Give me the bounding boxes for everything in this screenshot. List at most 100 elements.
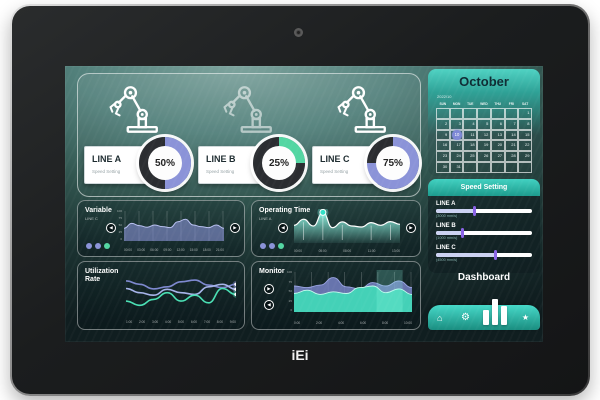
star-icon[interactable]: ★ [521,313,529,322]
operating-time-area-chart [294,209,400,243]
calendar-day[interactable]: 1 [518,108,532,119]
x-tick-label: 00:00 [124,248,132,252]
slider-group-line-a: LINE A (3000 mm/s) [436,201,532,218]
calendar-day [463,161,478,173]
line-a-card[interactable]: LINE A Speed Setting 50% [83,137,191,189]
x-axis-ticks: 0:00 2:00 4:00 6:00 8:00 10:00 [294,321,412,325]
line-b-gauge: 25% [252,137,305,189]
line-a-sublabel: Speed Setting [91,169,121,174]
calendar-day [449,108,464,119]
slider-thumb[interactable] [494,249,498,260]
y-tick-label: 100 [116,209,122,213]
slider-group-line-c: LINE C (4500 mm/s) [436,245,532,262]
next-arrow-button[interactable]: ▶ [406,223,416,233]
x-axis-ticks: 00:00 05:00 08:00 11:00 13:00 [294,249,400,253]
x-tick-label: 8:00 [216,320,223,324]
y-tick-label: 100 [286,270,292,274]
home-icon[interactable]: ⌂ [437,312,443,323]
calendar-day[interactable]: 16 [436,140,450,152]
variable-panel: Variable LINE C ◀ ▶ 100 75 50 25 0 00:00 03:0… [77,200,245,257]
prev-arrow-button[interactable]: ◀ [278,223,288,233]
slider-thumb[interactable] [461,227,465,238]
calendar-day[interactable]: 7 [504,118,519,130]
x-tick-label: 1:00 [126,320,133,324]
x-tick-label: 4:00 [164,320,172,324]
calendar-day[interactable]: 29 [518,151,532,162]
calendar-day[interactable]: 28 [504,151,519,162]
x-tick-label: 6:00 [190,320,198,324]
calendar-day[interactable]: 18 [463,140,478,152]
calendar-day[interactable]: 6 [490,118,505,130]
calendar-day[interactable]: 23 [436,151,450,162]
x-tick-label: 12:00 [176,248,185,252]
dot[interactable] [269,243,275,249]
calendar-day[interactable]: 30 [436,161,450,173]
calendar-day[interactable]: 12 [477,129,491,141]
calendar-day[interactable]: 31 [449,161,464,173]
calendar-day[interactable]: 8 [518,118,532,130]
dot[interactable] [95,243,101,249]
pagination-dots[interactable] [260,243,284,249]
line-a-gauge: 50% [138,137,191,189]
x-tick-label: 05:00 [318,249,327,253]
calendar-grid: 1 2 3 4 5 6 7 8 9 10 11 12 13 14 15 16 17 18 19 20 21 22 23 24 2… [436,108,532,173]
calendar-day [518,161,532,173]
bar-chart-icon[interactable] [478,287,512,325]
calendar-day[interactable]: 21 [504,140,519,152]
line-c-label: LINE C [319,154,350,164]
selected-day-badge[interactable]: 10 [452,130,462,140]
line-status-panel: LINE A Speed Setting 50% [77,73,421,197]
calendar-day[interactable]: 2 [436,118,450,130]
slider-label: LINE A [436,201,456,207]
calendar-day[interactable]: 13 [490,129,505,141]
slider-fill [436,252,496,257]
prev-arrow-button[interactable]: ◀ [264,300,274,310]
calendar-day[interactable]: 25 [463,151,478,162]
pagination-dots[interactable] [86,243,110,249]
calendar-day[interactable]: 15 [518,129,532,141]
next-arrow-button[interactable]: ▶ [264,284,274,294]
speed-slider[interactable] [436,249,532,260]
x-tick-label: 21:00 [215,248,224,252]
speed-slider[interactable] [436,227,532,238]
x-tick-label: 10:00 [404,321,412,325]
calendar-day[interactable]: 22 [518,140,532,152]
line-c-gauge: 75% [366,137,419,189]
monitor-panel: Monitor ▶ ◀ 100 75 50 25 0 0:00 2:00 4:00 6:00 8… [251,261,421,330]
slider-thumb[interactable] [472,205,476,216]
calendar-day[interactable]: 10 [449,129,464,141]
robot-arm-icon [337,86,386,133]
calendar-day [504,161,519,173]
calendar-day[interactable]: 9 [436,129,450,141]
calendar-day[interactable]: 17 [449,140,464,152]
dot[interactable] [86,243,92,249]
calendar-day[interactable]: 14 [504,129,519,141]
y-tick-label: 75 [118,216,122,220]
dot[interactable] [278,243,284,249]
weekday-label: SUN [439,102,447,106]
gear-icon[interactable]: ⚙ [461,312,470,323]
calendar-day[interactable]: 5 [477,118,491,130]
prev-arrow-button[interactable]: ◀ [106,223,116,233]
calendar-day[interactable]: 3 [449,118,464,130]
weekday-label: TUE [467,102,474,106]
calendar-day[interactable]: 20 [490,140,505,152]
calendar-day [490,161,505,173]
line-c-column: LINE C Speed Setting 75% [306,74,420,196]
calendar-day[interactable]: 24 [449,151,464,162]
calendar-day[interactable]: 27 [490,151,505,162]
dot[interactable] [104,243,110,249]
calendar-day[interactable]: 19 [477,140,491,152]
line-b-gauge-value: 25% [268,157,289,169]
calendar-day [436,108,450,119]
calendar-day[interactable]: 4 [463,118,478,130]
calendar-day[interactable]: 11 [463,129,478,141]
line-b-card[interactable]: LINE B Speed Setting 25% [197,137,305,189]
slider-caption: (1000 mm/s) [436,236,458,240]
speed-slider[interactable] [436,205,532,216]
next-arrow-button[interactable]: ▶ [230,223,240,233]
calendar-day[interactable]: 26 [477,151,491,162]
dot[interactable] [260,243,266,249]
calendar-day [490,108,505,119]
line-c-card[interactable]: LINE C Speed Setting 75% [311,137,419,189]
